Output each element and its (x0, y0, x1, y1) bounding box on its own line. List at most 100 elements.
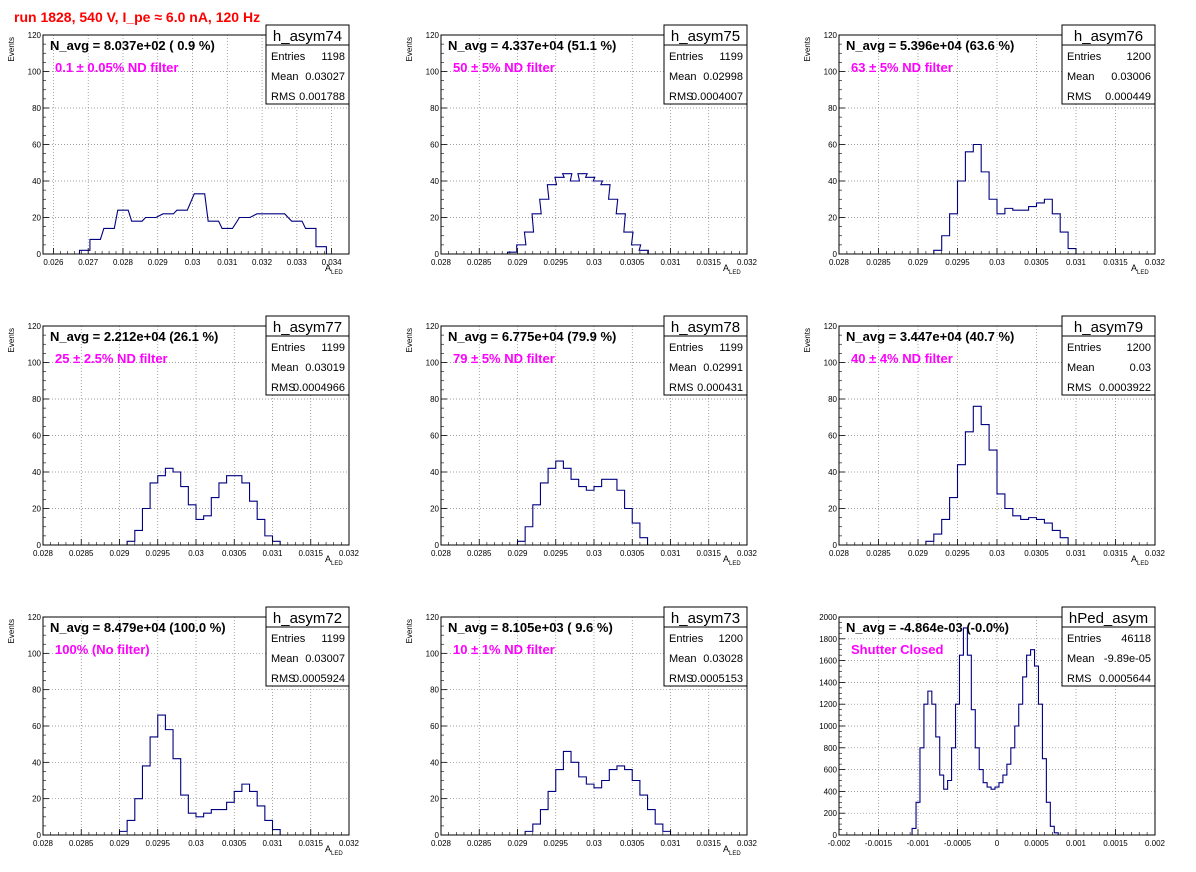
y-tick-label: 60 (32, 141, 41, 150)
stats-label: Mean (669, 362, 697, 374)
stats-box: h_asym73 Entries 1200 Mean 0.03028 RMS0.00051… (663, 606, 748, 687)
histogram-bin (655, 824, 663, 835)
y-tick-label: 40 (828, 468, 837, 477)
histogram-bin (991, 789, 995, 835)
stats-box-frame (1061, 24, 1156, 105)
stats-label: RMS (1067, 382, 1091, 394)
stats-box-frame (265, 315, 350, 396)
x-tick-label: 0.03 (989, 549, 1005, 558)
y-tick-label: 20 (32, 795, 41, 804)
histogram-bin (1068, 249, 1076, 254)
histogram-bin (548, 468, 556, 545)
histogram-panel-hPed_asym: -0.002 -0.0015 -0.001 -0.0005 0 0.0005 0.001 0.… (819, 606, 1166, 848)
stats-value: 0.0005924 (293, 673, 345, 685)
y-tick-label: 100 (426, 649, 440, 658)
stats-box: h_asym79 Entries 1200 Mean 0.03 RMS 0.0003922 (1061, 315, 1156, 396)
histogram-bin (578, 174, 587, 254)
stats-value: -9.89e-05 (1104, 653, 1151, 665)
histogram-bin (632, 781, 640, 836)
y-tick-label: 800 (824, 744, 838, 753)
histogram-outline (925, 405, 1069, 545)
histogram-bin (556, 461, 564, 545)
x-tick-label: 0.028 (33, 549, 54, 558)
x-tick-label: 0.03 (188, 549, 204, 558)
histogram-bin (242, 483, 250, 545)
histogram-bin (594, 487, 602, 545)
histogram-bin (594, 788, 602, 835)
histogram-panel-h_asym75: 0.028 0.0285 0.029 0.0295 0.03 0.0305 0.031 0.0… (405, 24, 758, 276)
histogram-bin (1021, 519, 1029, 545)
histogram-bin (127, 820, 135, 835)
histogram-bin (1042, 759, 1046, 835)
stats-box: h_asym78 Entries 1199 Mean 0.02991 RMS 0.00043… (663, 315, 748, 396)
histogram-bin (234, 476, 242, 545)
stats-box: h_asym74 Entries 1198 Mean 0.03027 RMS 0.00178… (265, 24, 350, 105)
histogram-bin (158, 715, 166, 835)
x-tick-label: 0.029 (507, 839, 528, 848)
stats-label: Entries (669, 633, 704, 645)
stats-value: 0.0005644 (1099, 673, 1151, 685)
y-tick-label: 2000 (819, 613, 837, 622)
stats-label: Mean (669, 653, 697, 665)
histogram-bin (239, 218, 249, 255)
histogram-bin (1044, 199, 1052, 254)
histogram-bin (616, 214, 625, 254)
y-tick-label: 80 (828, 395, 837, 404)
x-tick-label: 0.0305 (1024, 549, 1049, 558)
x-tick-label: 0.0305 (222, 549, 247, 558)
x-tick-label: 0.0295 (945, 258, 970, 267)
y-axis-title: Events (803, 328, 812, 352)
y-tick-label: 20 (430, 214, 439, 223)
stats-value: 0.02991 (703, 362, 743, 374)
y-axis-title: Events (405, 37, 414, 61)
histogram-bin (1029, 518, 1037, 545)
histogram-bin (556, 770, 564, 835)
y-tick-label: 0 (37, 250, 42, 259)
y-tick-label: 60 (430, 722, 439, 731)
histogram-bin (571, 479, 579, 545)
histogram-bin (602, 479, 610, 545)
x-tick-label: 0.032 (737, 549, 758, 558)
histogram-bin (1005, 509, 1013, 546)
histogram-bin (1007, 764, 1011, 835)
y-tick-label: 1000 (819, 722, 837, 731)
histogram-bin (602, 781, 610, 836)
histogram-bin (135, 530, 143, 545)
stats-value: 1199 (719, 342, 743, 354)
stats-value: 0.0004007 (691, 91, 743, 103)
stats-label: Entries (1067, 633, 1102, 645)
x-tick-label: 0.002 (1145, 839, 1166, 848)
histogram-bin (997, 214, 1005, 254)
x-tick-label: 0.028 (431, 549, 452, 558)
y-tick-label: 100 (28, 649, 42, 658)
stats-value: 0.0003922 (1099, 382, 1151, 394)
filter-label: 0.1 ± 0.05% ND filter (55, 60, 178, 75)
histogram-bin (1013, 210, 1021, 254)
histogram-bin (617, 490, 625, 545)
y-tick-label: 100 (824, 68, 838, 77)
stats-label: Mean (271, 71, 299, 83)
x-tick-label: 0.028 (431, 258, 452, 267)
histogram-bin (971, 710, 975, 835)
histogram-bin (242, 784, 250, 835)
x-tick-label: 0.03 (586, 839, 602, 848)
x-tick-label: 0.029 (908, 258, 929, 267)
histogram-bin (997, 494, 1005, 545)
x-tick-label: 0.029 (507, 549, 528, 558)
stats-label: Mean (1067, 362, 1095, 374)
y-tick-label: 80 (32, 686, 41, 695)
histogram-bin (579, 777, 587, 835)
histogram-bin (158, 476, 166, 545)
x-tick-label: -0.0005 (944, 839, 972, 848)
stats-value: 0.000449 (1105, 91, 1151, 103)
navg-label: N_avg = 6.775e+04 (79.9 %) (448, 329, 616, 344)
stats-value: 0.0005153 (691, 673, 743, 685)
stats-box-frame (663, 606, 748, 687)
histogram-bin (586, 490, 594, 545)
y-tick-label: 40 (430, 468, 439, 477)
histogram-panel-h_asym77: 0.028 0.0285 0.029 0.0295 0.03 0.0305 0.031 0.0… (7, 315, 360, 567)
histogram-bin (973, 406, 981, 545)
histogram-bin (227, 476, 235, 545)
x-tick-label: 0.029 (148, 258, 169, 267)
